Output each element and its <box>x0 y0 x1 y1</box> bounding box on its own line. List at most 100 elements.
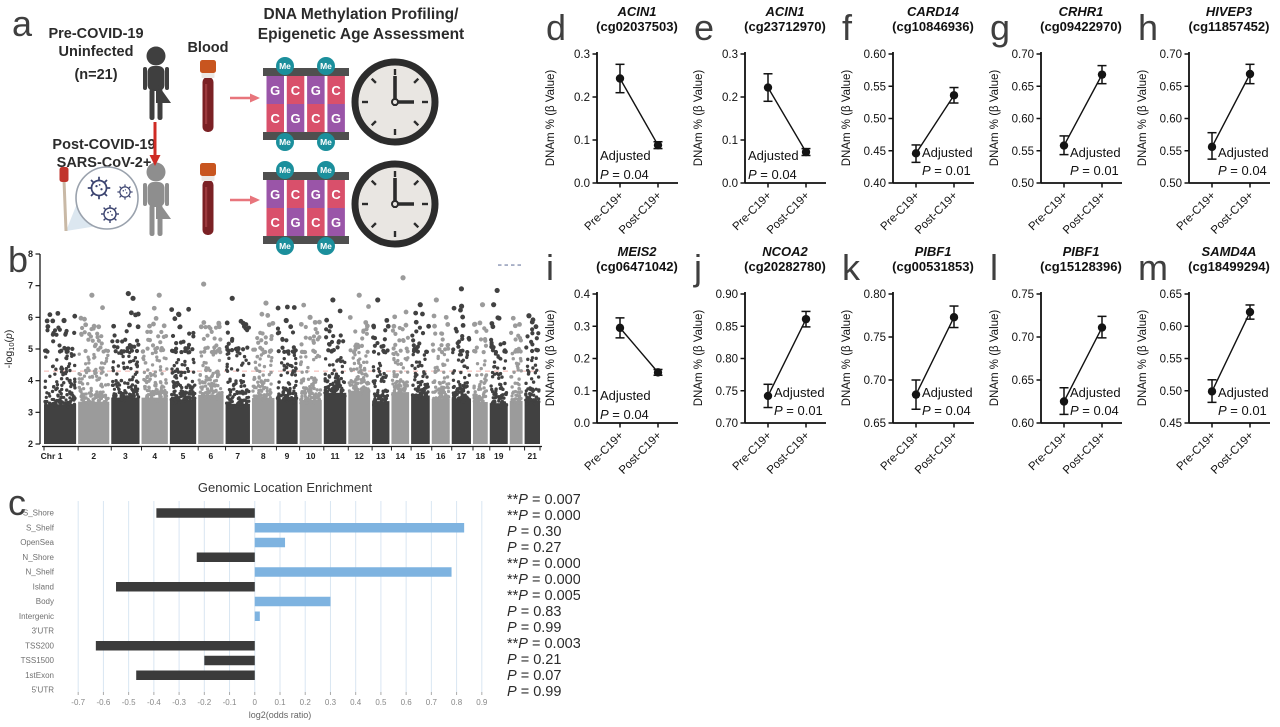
me-label: Me <box>279 241 291 251</box>
enrichment-category-label: Intergenic <box>19 612 54 621</box>
data-point <box>653 368 663 377</box>
p-value-label: P = 0.04 <box>922 403 971 418</box>
dot-plot-svg: m SAMD4A(cg18499294) 0.45 0.50 0.55 0.60 0.65 D… <box>1137 244 1270 477</box>
gene-title: CARD14 <box>907 4 960 19</box>
enrichment-category-label: N_Shelf <box>26 568 55 577</box>
svg-text:0.90: 0.90 <box>716 289 738 301</box>
svg-text:0.80: 0.80 <box>716 354 738 366</box>
dot-y-axis-label: DNAm % (β Value) <box>841 70 853 167</box>
adjusted-label: Adjusted <box>774 385 825 400</box>
enrichment-p-value: **P = 0.005 <box>507 588 580 604</box>
svg-text:4: 4 <box>152 451 157 461</box>
svg-text:10: 10 <box>306 451 316 461</box>
p-value-label: P = 0.04 <box>600 407 649 422</box>
enrichment-p-value: P = 0.83 <box>507 604 561 620</box>
svg-text:0.2: 0.2 <box>574 354 590 366</box>
svg-text:0.75: 0.75 <box>864 332 886 344</box>
panel-letter-m: m <box>1138 247 1168 288</box>
enrichment-bar <box>254 611 260 621</box>
svg-text:-0.1: -0.1 <box>223 698 237 707</box>
me-label: Me <box>320 241 332 251</box>
gene-title: HIVEP3 <box>1206 4 1253 19</box>
svg-text:0.85: 0.85 <box>716 321 738 333</box>
data-point <box>1245 69 1255 79</box>
gene-title: ACIN1 <box>764 4 804 19</box>
dot-plot-svg: e ACIN1(cg23712970) 0.0 0.1 0.2 0.3 DNAm % (β … <box>693 4 826 237</box>
dot-y-axis-label: DNAm % (β Value) <box>1137 70 1149 167</box>
blood-label: Blood <box>187 40 228 56</box>
probe-title: (cg11857452) <box>1189 19 1270 34</box>
panel-letter-k: k <box>842 247 861 288</box>
adjusted-label: Adjusted <box>1218 385 1269 400</box>
svg-text:0.1: 0.1 <box>574 135 590 147</box>
svg-text:-0.2: -0.2 <box>197 698 211 707</box>
svg-text:0.55: 0.55 <box>1160 354 1182 366</box>
dot-plot-svg: j NCOA2(cg20282780) 0.70 0.75 0.80 0.85 0.90 DN… <box>693 244 826 477</box>
panel-letter-l: l <box>990 247 998 288</box>
data-point <box>1059 397 1069 406</box>
blood-tube-pre-icon <box>200 60 216 132</box>
panel-d-acin1: d ACIN1 (cg02037503) 0.0 0.1 0.2 0.3 DNAm % (β … <box>540 0 688 243</box>
p-value-label: P = 0.01 <box>1218 403 1267 418</box>
panel-m-samd4a: m SAMD4A (cg18499294) 0.45 0.50 0.55 0.60 0.65 D… <box>1132 240 1280 483</box>
svg-text:0.70: 0.70 <box>716 418 738 430</box>
dna-methylation-icon-pre: G C G C C G C G Me Me Me Me <box>263 57 349 151</box>
connector-line <box>1211 73 1251 148</box>
pre-group-n-label: (n=21) <box>74 67 117 83</box>
data-point <box>615 74 625 83</box>
svg-text:0.3: 0.3 <box>574 49 590 61</box>
svg-text:0.5: 0.5 <box>375 698 387 707</box>
dot-plot-svg: f CARD14(cg10846936) 0.40 0.45 0.50 0.55 0.60 D… <box>841 4 974 237</box>
svg-text:0.40: 0.40 <box>864 178 886 190</box>
connector-line <box>1211 311 1251 392</box>
base-letter: C <box>291 187 301 202</box>
svg-text:-0.4: -0.4 <box>147 698 161 707</box>
svg-text:7: 7 <box>235 451 240 461</box>
svg-text:0.80: 0.80 <box>864 289 886 301</box>
base-letter: G <box>311 83 321 98</box>
enrichment-category-label: OpenSea <box>20 538 54 547</box>
base-letter: C <box>311 215 321 230</box>
svg-text:0.70: 0.70 <box>864 375 886 387</box>
enrichment-bar <box>95 641 255 651</box>
gene-title: ACIN1 <box>616 4 656 19</box>
swab-virus-icon <box>59 166 139 232</box>
adjusted-label: Adjusted <box>1070 145 1121 160</box>
svg-text:0.60: 0.60 <box>1160 114 1182 126</box>
svg-text:0.2: 0.2 <box>300 698 312 707</box>
dot-plot-svg: g CRHR1(cg09422970) 0.50 0.55 0.60 0.65 0.70 DN… <box>989 4 1122 237</box>
panel-letter-e: e <box>694 7 714 48</box>
p-value-label: P = 0.01 <box>922 163 971 178</box>
svg-text:0.65: 0.65 <box>1012 375 1034 387</box>
me-label: Me <box>279 165 291 175</box>
adjusted-label: Adjusted <box>600 388 651 403</box>
svg-text:6: 6 <box>28 312 33 322</box>
svg-text:0.3: 0.3 <box>722 49 738 61</box>
enrichment-bar <box>254 537 286 548</box>
data-point <box>801 314 811 324</box>
enrichment-p-value: **P = 0.003 <box>507 636 580 652</box>
connector-line <box>915 94 955 154</box>
probe-title: (cg09422970) <box>1040 19 1122 34</box>
p-value-label: P = 0.01 <box>1070 163 1119 178</box>
svg-text:-0.5: -0.5 <box>122 698 136 707</box>
svg-text:0.9: 0.9 <box>476 698 488 707</box>
svg-text:-0.6: -0.6 <box>97 698 111 707</box>
me-label: Me <box>279 61 291 71</box>
connector-line <box>1063 74 1103 146</box>
svg-text:7: 7 <box>28 281 33 291</box>
dot-y-axis-label: DNAm % (β Value) <box>841 310 853 407</box>
adjusted-label: Adjusted <box>600 148 651 163</box>
enrichment-p-value: P = 0.27 <box>507 540 561 556</box>
svg-text:16: 16 <box>436 451 446 461</box>
svg-text:0.70: 0.70 <box>1160 49 1182 61</box>
svg-text:0.1: 0.1 <box>574 386 590 398</box>
probe-title: (cg18499294) <box>1188 259 1270 274</box>
dot-y-axis-label: DNAm % (β Value) <box>693 310 705 407</box>
assay-title-line1: DNA Methylation Profiling/ <box>264 6 460 23</box>
svg-text:-0.3: -0.3 <box>172 698 186 707</box>
svg-text:6: 6 <box>209 451 214 461</box>
enrichment-p-value: **P = 0.007 <box>507 492 580 508</box>
